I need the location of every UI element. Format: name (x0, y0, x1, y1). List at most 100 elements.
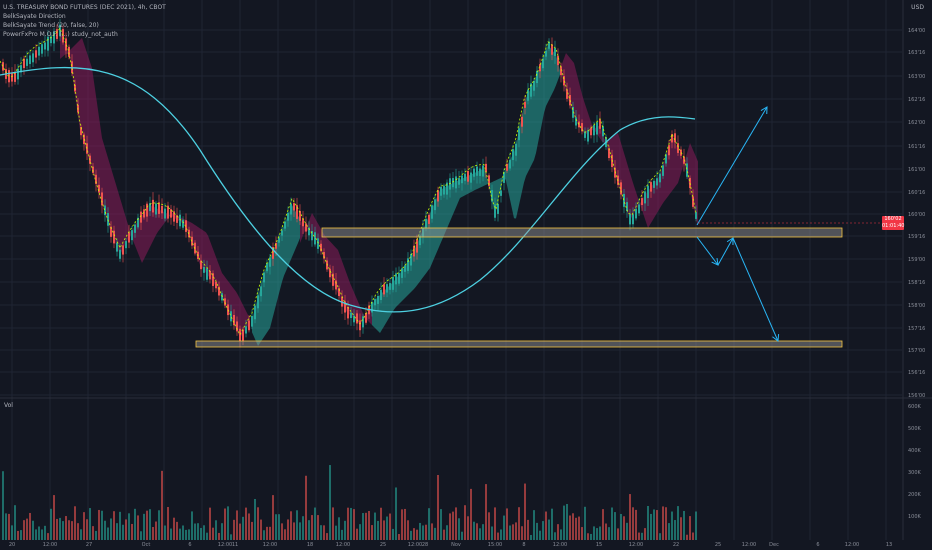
volume-bar (260, 519, 262, 540)
volume-bar (200, 527, 202, 540)
volume-bar (308, 520, 310, 540)
volume-bar (671, 511, 673, 540)
volume-bar (470, 488, 472, 540)
candle-body (95, 174, 97, 184)
candle-body (599, 119, 601, 129)
volume-bar (386, 516, 388, 540)
indicator-direction[interactable]: BelkSayate Direction (3, 13, 66, 20)
volume-bar (551, 508, 553, 540)
volume-bar (506, 508, 508, 540)
candle-body (269, 257, 271, 267)
currency-label[interactable]: USD (911, 4, 924, 11)
volume-bar (248, 513, 250, 540)
volume-bar (407, 520, 409, 540)
candle-body (65, 38, 67, 51)
indicator-mof[interactable]: PowerFxPro M.O.F. (...) study_not_auth (3, 31, 118, 38)
volume-bar (140, 531, 142, 540)
support-zone-upper[interactable] (321, 227, 843, 238)
volume-bar (338, 517, 340, 540)
candle-body (359, 320, 361, 331)
candle-body (638, 204, 640, 214)
candle-body (431, 205, 433, 219)
candle-body (629, 213, 631, 225)
candle-body (47, 36, 49, 51)
time-axis-tick: 6 (188, 542, 191, 548)
symbol-title[interactable]: U.S. TREASURY BOND FUTURES (DEC 2021), 4… (3, 4, 166, 11)
candle-body (38, 46, 40, 56)
support-zone-lower[interactable] (195, 340, 843, 348)
volume-bar (332, 507, 334, 540)
candle-body (242, 329, 244, 341)
volume-bar (539, 530, 541, 540)
candle-body (428, 214, 430, 224)
candle-body (59, 24, 61, 37)
volume-bar (608, 527, 610, 540)
volume-bar (317, 515, 319, 540)
volume-bar (11, 525, 13, 540)
time-axis-tick: 28 (422, 542, 428, 548)
time-axis-tick: 12:00 (553, 542, 567, 548)
candle-body (155, 203, 157, 215)
volume-bar (266, 526, 268, 540)
candle-body (458, 178, 460, 185)
candle-body (11, 72, 13, 82)
volume-bar (65, 516, 67, 540)
volume-bar (428, 508, 430, 540)
retest-projection-arrow[interactable] (717, 237, 734, 266)
volume-bar (557, 524, 559, 540)
candle-body (17, 68, 19, 80)
candle-body (515, 143, 517, 156)
volume-bar (92, 526, 94, 540)
volume-bar (209, 507, 211, 540)
candle-body (437, 190, 439, 202)
candle-body (239, 328, 241, 342)
price-axis-tick: 161'00 (908, 167, 925, 173)
volume-bar (335, 525, 337, 540)
bullish-projection-arrow[interactable] (696, 106, 768, 226)
candle-body (626, 202, 628, 212)
volume-bar (623, 516, 625, 540)
volume-bar (143, 513, 145, 540)
candle-body (461, 175, 463, 184)
candle-body (326, 260, 328, 270)
candle-body (128, 232, 130, 243)
candle-body (2, 62, 4, 71)
volume-bar (167, 506, 169, 540)
candle-body (695, 212, 697, 219)
price-axis-tick: 159'16 (908, 234, 925, 240)
candle-body (53, 31, 55, 44)
candle-body (530, 83, 532, 97)
candle-body (596, 122, 598, 135)
candle-body (344, 301, 346, 313)
candle-body (44, 42, 46, 50)
bearish-projection-arrow[interactable] (732, 237, 779, 342)
volume-bar (146, 510, 148, 540)
pullback-projection-arrow[interactable] (696, 236, 719, 266)
candle-body (371, 302, 373, 313)
volume-bar (68, 520, 70, 540)
candle-body (299, 211, 301, 221)
volume-bar (62, 521, 64, 540)
chart-legend: U.S. TREASURY BOND FUTURES (DEC 2021), 4… (3, 3, 166, 39)
candle-body (182, 219, 184, 228)
candle-body (440, 186, 442, 196)
volume-bar (575, 517, 577, 540)
candle-body (509, 159, 511, 169)
time-axis-tick: 12:00 (218, 542, 232, 548)
indicator-trend[interactable]: BelkSayate Trend (20, false, 20) (3, 22, 99, 29)
volume-axis-tick: 500K (908, 426, 922, 432)
candle-body (149, 203, 151, 212)
volume-bar (563, 505, 565, 540)
price-axis-tick: 156'16 (908, 370, 925, 376)
volume-bar (152, 527, 154, 540)
volume-bar (668, 523, 670, 540)
volume-bar (326, 533, 328, 540)
volume-bar (434, 527, 436, 540)
candle-body (125, 241, 127, 249)
volume-bar (347, 507, 349, 540)
volume-bar (593, 526, 595, 540)
candle-body (302, 218, 304, 227)
time-axis-tick: 12:00 (408, 542, 422, 548)
volume-bar (269, 526, 271, 540)
